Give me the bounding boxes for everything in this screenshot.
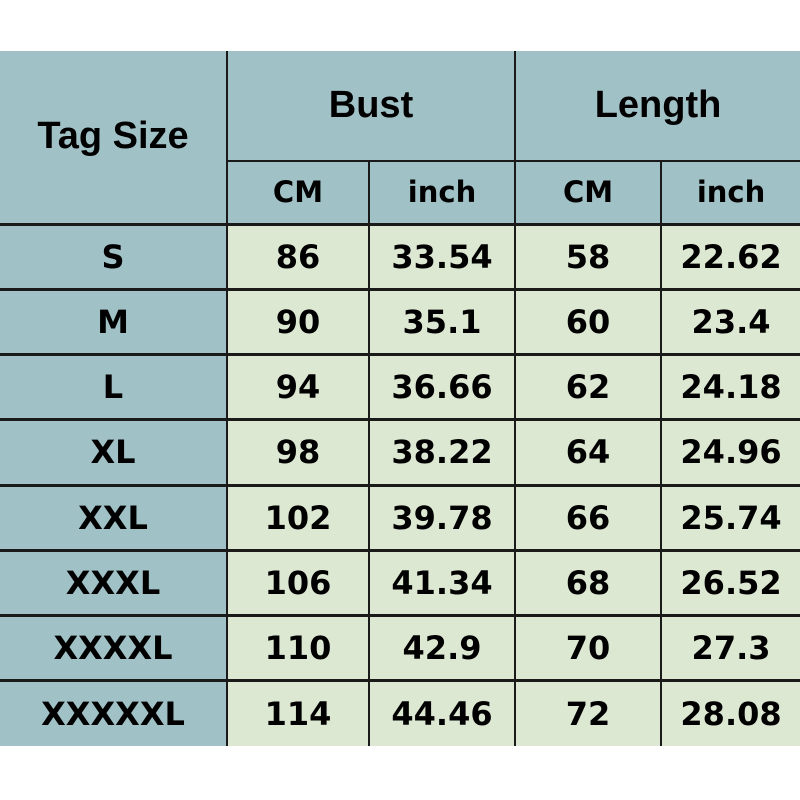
size-label: XXXXXL <box>0 680 228 746</box>
bust-inch-cell: 38.22 <box>367 419 517 487</box>
size-label: XXXL <box>0 550 228 618</box>
bust-group-header: Bust <box>225 51 517 162</box>
length-inch-cell: 26.52 <box>660 550 800 618</box>
size-label: XXXXL <box>0 615 228 683</box>
table-row-xxxxl: XXXXL 110 42.9 70 27.3 <box>0 615 800 683</box>
table-row-xl: XL 98 38.22 64 24.96 <box>0 419 800 487</box>
bust-cm-unit-header: CM <box>226 161 370 226</box>
table-row-m: M 90 35.1 60 23.4 <box>0 289 800 357</box>
length-inch-cell: 24.18 <box>660 354 800 422</box>
length-cm-cell: 64 <box>514 419 663 487</box>
bust-cm-cell: 98 <box>226 419 370 487</box>
bust-inch-cell: 39.78 <box>367 485 517 552</box>
length-inch-cell: 28.08 <box>660 680 800 746</box>
tag-size-header: Tag Size <box>0 51 228 226</box>
bust-cm-cell: 110 <box>226 615 370 683</box>
bust-inch-cell: 33.54 <box>367 224 517 291</box>
length-cm-cell: 66 <box>514 485 663 552</box>
bust-cm-cell: 114 <box>226 680 370 746</box>
table-row-xxxxxl: XXXXXL 114 44.46 72 28.08 <box>0 680 800 746</box>
length-cm-cell: 70 <box>514 615 663 683</box>
bust-cm-cell: 106 <box>226 550 370 618</box>
size-label: L <box>0 354 228 422</box>
length-inch-cell: 27.3 <box>660 615 800 683</box>
bust-inch-cell: 36.66 <box>367 354 517 422</box>
length-cm-cell: 68 <box>514 550 663 618</box>
bust-cm-cell: 86 <box>226 224 370 291</box>
bust-inch-cell: 42.9 <box>367 615 517 683</box>
table-row-l: L 94 36.66 62 24.18 <box>0 354 800 422</box>
length-inch-cell: 25.74 <box>660 485 800 552</box>
length-cm-cell: 60 <box>514 289 663 357</box>
table-row-xxl: XXL 102 39.78 66 25.74 <box>0 485 800 552</box>
size-label: S <box>0 224 228 291</box>
size-label: XXL <box>0 485 228 552</box>
table-row-s: S 86 33.54 58 22.62 <box>0 224 800 291</box>
bust-cm-cell: 102 <box>226 485 370 552</box>
bust-cm-cell: 94 <box>226 354 370 422</box>
length-inch-cell: 23.4 <box>660 289 800 357</box>
length-cm-cell: 72 <box>514 680 663 746</box>
length-inch-cell: 22.62 <box>660 224 800 291</box>
length-cm-cell: 58 <box>514 224 663 291</box>
table-row-xxxl: XXXL 106 41.34 68 26.52 <box>0 550 800 618</box>
bust-cm-cell: 90 <box>226 289 370 357</box>
bust-inch-cell: 41.34 <box>367 550 517 618</box>
length-group-header: Length <box>514 51 800 162</box>
length-cm-cell: 62 <box>514 354 663 422</box>
length-cm-unit-header: CM <box>514 161 663 226</box>
bust-inch-cell: 44.46 <box>367 680 517 746</box>
length-inch-unit-header: inch <box>660 161 800 226</box>
size-label: XL <box>0 419 228 487</box>
bust-inch-cell: 35.1 <box>367 289 517 357</box>
bust-inch-unit-header: inch <box>367 161 517 226</box>
length-inch-cell: 24.96 <box>660 419 800 487</box>
size-chart-table: Tag Size Bust Length CM inch CM inch S 8… <box>0 51 800 746</box>
size-label: M <box>0 289 228 357</box>
